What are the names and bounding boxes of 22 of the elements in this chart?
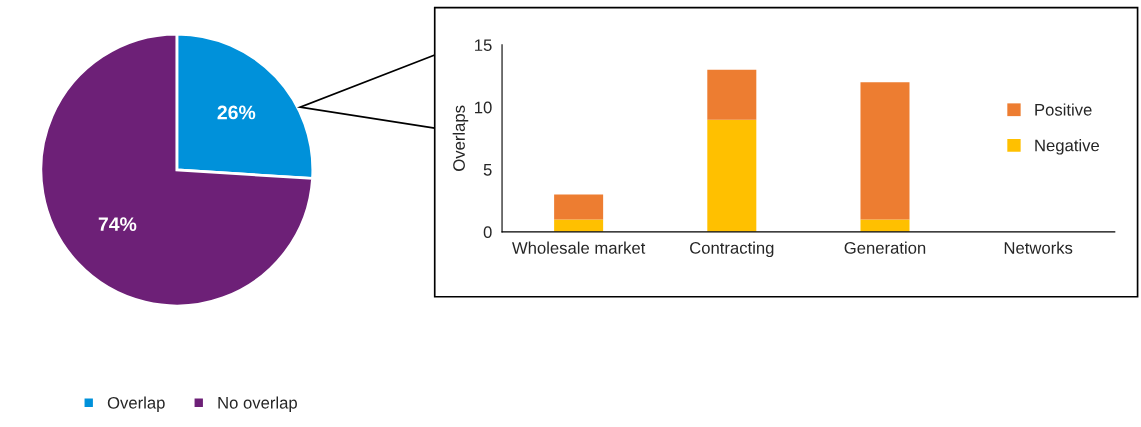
legend-label: Overlap [107, 396, 165, 412]
x-tick-label: Generation [844, 241, 926, 254]
y-tick-label: 10 [475, 101, 492, 114]
y-tick-label: 15 [475, 39, 492, 52]
bar [707, 119, 757, 232]
bar [860, 219, 910, 232]
bar [554, 219, 604, 232]
bar [860, 82, 910, 220]
x-tick-label: Contracting [690, 241, 774, 258]
y-axis-title: Overlaps [452, 105, 469, 171]
x-tick-label: Wholesale market [512, 241, 646, 254]
data-label: 26% [217, 105, 256, 120]
y-tick-label: 5 [483, 164, 492, 176]
x-tick-label: Networks [1004, 241, 1073, 254]
pie-slice [39, 32, 314, 308]
legend-label: No overlap [218, 396, 297, 412]
data-label: 74% [98, 217, 137, 231]
legend-label: Negative [1035, 139, 1100, 155]
bar [554, 194, 604, 220]
bar [707, 69, 757, 120]
y-tick-label: 0 [483, 226, 492, 239]
legend-label: Positive [1035, 103, 1092, 116]
